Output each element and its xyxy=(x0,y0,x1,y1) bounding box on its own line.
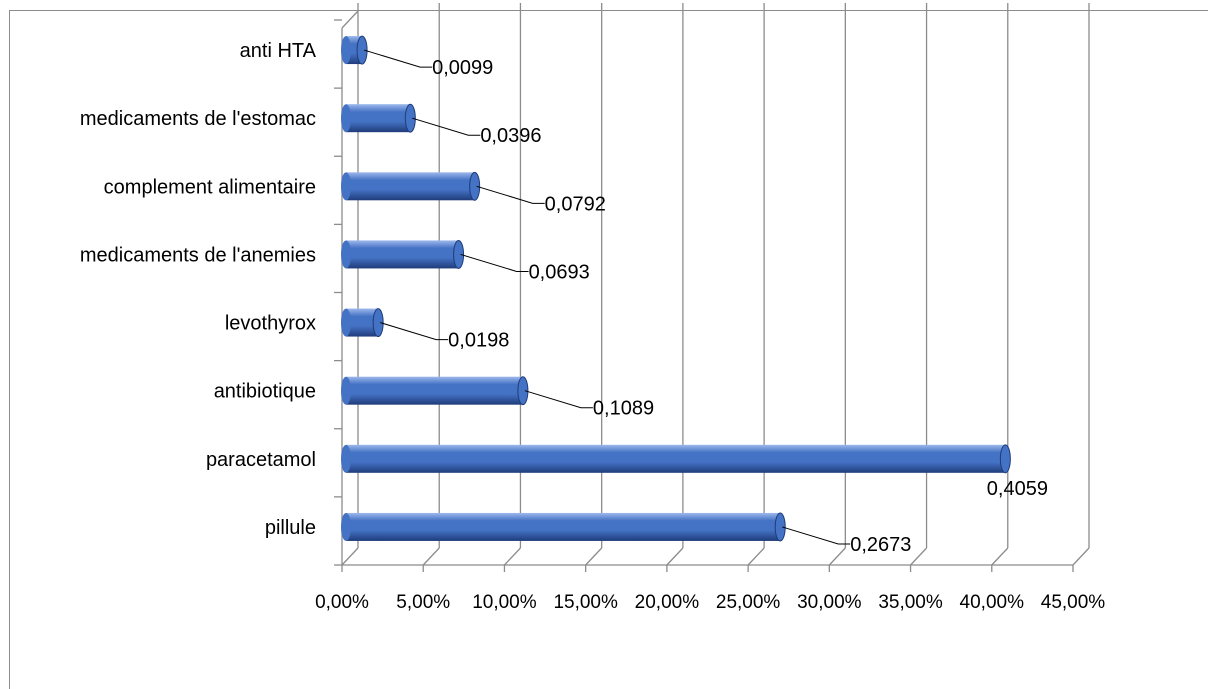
bar-end-cap xyxy=(372,308,384,338)
x-tick-label: 20,00% xyxy=(635,592,700,613)
x-tick-label: 30,00% xyxy=(797,592,862,613)
floor-gridline xyxy=(422,547,440,566)
bar-end-cap xyxy=(453,239,465,269)
labels: 0,00% 5,00% 10,00% 15,00% 20,00% 25,00% 30,00%… xyxy=(80,40,1105,613)
data-label: 0,0693 xyxy=(529,261,590,283)
category-label: medicaments de l'estomac xyxy=(80,108,316,130)
data-label: 0,4059 xyxy=(987,478,1048,500)
floor-gridline xyxy=(1072,547,1090,566)
data-label: 0,0396 xyxy=(480,125,541,147)
x-tick-label: 5,00% xyxy=(396,592,450,613)
data-label-leader xyxy=(782,526,851,545)
bar-start-cap xyxy=(341,308,351,337)
category-label: levothyrox xyxy=(225,313,316,335)
x-tick-label: 10,00% xyxy=(472,592,537,613)
x-tick-label: 15,00% xyxy=(553,592,618,613)
category-label: paracetamol xyxy=(206,449,316,471)
data-label-leader xyxy=(412,117,481,136)
y-axis-top-edge xyxy=(341,10,359,29)
bar xyxy=(346,512,781,541)
x-tick-label: 45,00% xyxy=(1041,592,1106,613)
category-label: anti HTA xyxy=(240,40,317,62)
chart-frame xyxy=(9,10,1208,689)
axes xyxy=(334,10,1074,572)
floor-gridline xyxy=(747,547,765,566)
data-label-leader xyxy=(524,390,593,409)
floor-gridline xyxy=(341,547,359,566)
floor-gridline xyxy=(503,547,521,566)
x-tick-label: 25,00% xyxy=(716,592,781,613)
bar xyxy=(346,376,523,405)
data-label: 0,0099 xyxy=(432,57,493,79)
category-label: antibiotique xyxy=(214,381,316,403)
data-label-leader xyxy=(460,253,529,272)
data-label: 0,2673 xyxy=(850,534,911,556)
floor-gridline xyxy=(585,547,603,566)
data-label: 0,0792 xyxy=(545,193,606,215)
category-label: pillule xyxy=(265,517,316,539)
bar xyxy=(346,240,459,269)
bar-end-cap xyxy=(999,444,1011,474)
floor-gridline xyxy=(666,547,684,566)
x-tick-label: 40,00% xyxy=(960,592,1025,613)
bar-end-cap xyxy=(404,103,416,133)
data-label-leader xyxy=(476,185,545,204)
bar-end-cap xyxy=(774,512,786,542)
bar-end-cap xyxy=(356,35,368,65)
data-label: 0,1089 xyxy=(593,398,654,420)
bar-start-cap xyxy=(341,240,351,269)
category-label: medicaments de l'anemies xyxy=(80,244,316,266)
bar xyxy=(346,104,411,133)
bar xyxy=(346,444,1006,473)
x-tick-label: 35,00% xyxy=(878,592,943,613)
bar-start-cap xyxy=(341,444,351,473)
floor-gridline xyxy=(828,547,846,566)
bars xyxy=(341,35,1011,542)
bar-start-cap xyxy=(341,104,351,133)
bar-start-cap xyxy=(341,512,351,541)
category-label: complement alimentaire xyxy=(104,176,316,198)
data-label-leader xyxy=(380,322,449,341)
bar xyxy=(346,172,475,201)
x-tick-label: 0,00% xyxy=(315,592,369,613)
bar-start-cap xyxy=(341,172,351,201)
bar-start-cap xyxy=(341,36,351,65)
bar-end-cap xyxy=(517,376,529,406)
data-label-leader xyxy=(363,49,433,68)
floor-gridline xyxy=(991,547,1009,566)
floor-gridline xyxy=(910,547,928,566)
bar-end-cap xyxy=(469,171,481,201)
bar-start-cap xyxy=(341,376,351,405)
gridlines xyxy=(341,3,1090,566)
data-label: 0,0198 xyxy=(448,330,509,352)
